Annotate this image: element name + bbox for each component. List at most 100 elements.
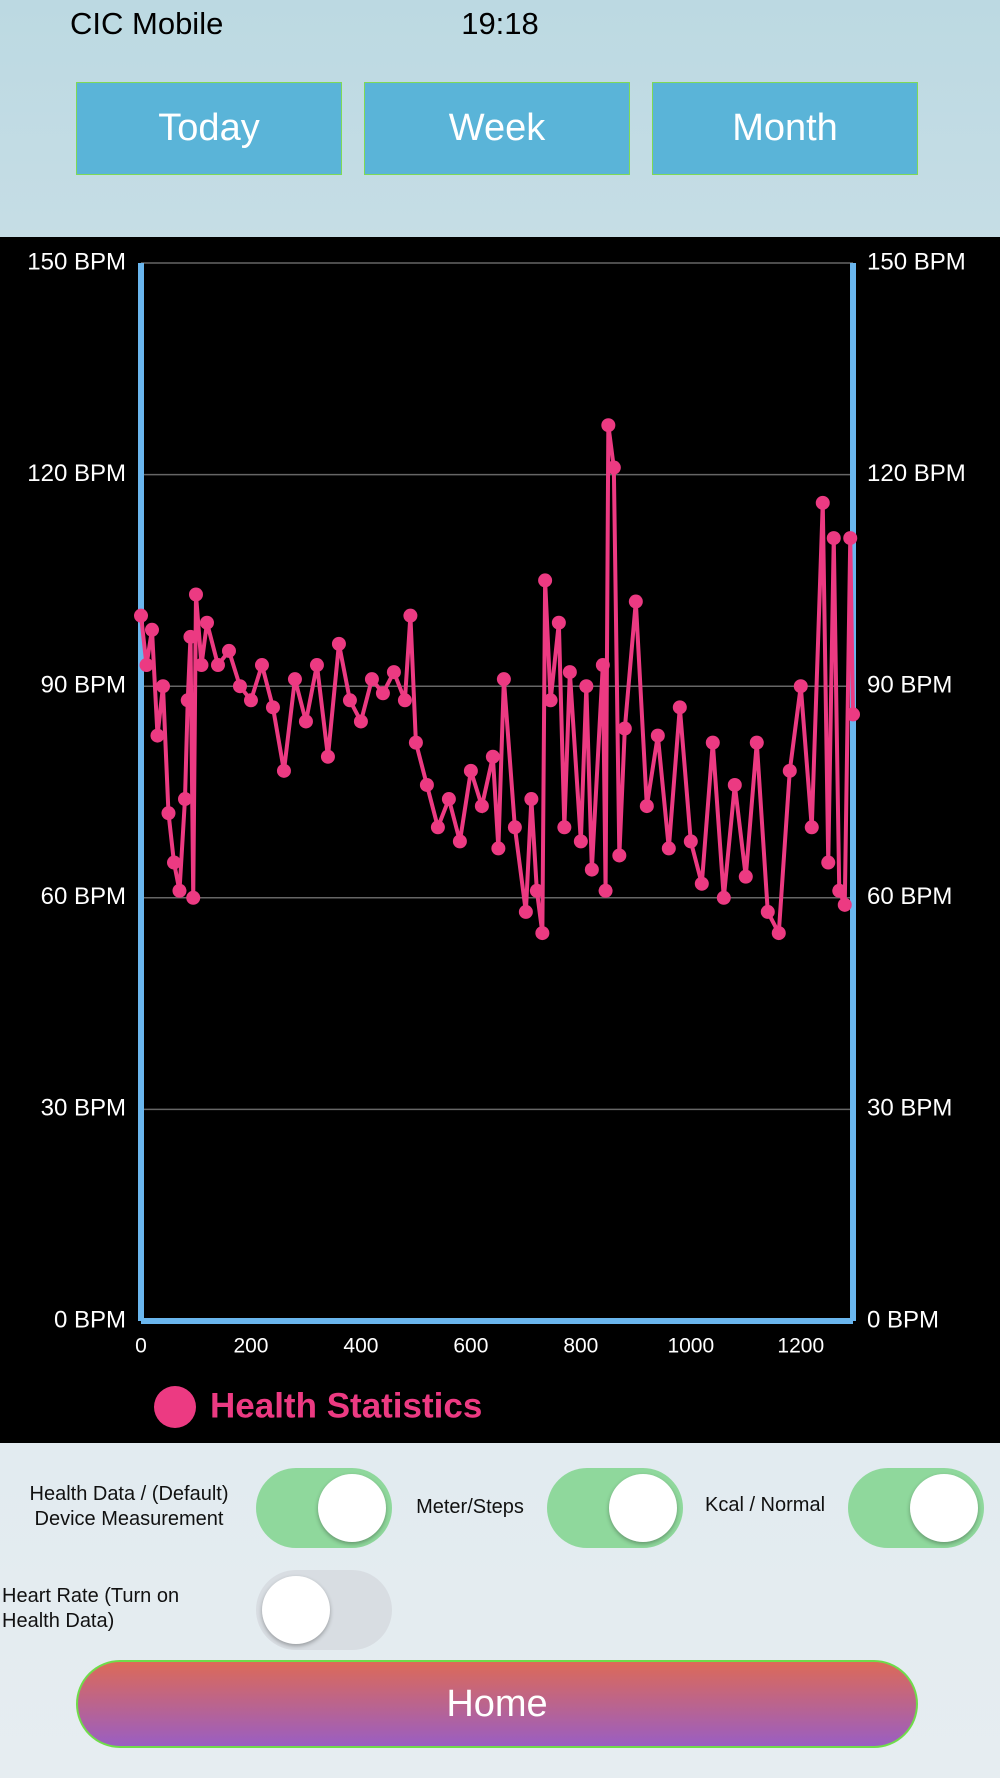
- legend-label: Health Statistics: [210, 1386, 482, 1425]
- data-point: [694, 876, 709, 891]
- data-point: [705, 735, 720, 750]
- data-point: [562, 665, 577, 680]
- data-point: [397, 693, 412, 708]
- data-point: [485, 749, 500, 764]
- data-point: [408, 735, 423, 750]
- data-point: [821, 855, 836, 870]
- data-point: [183, 629, 198, 644]
- data-point: [403, 608, 418, 623]
- data-point: [177, 792, 192, 807]
- data-point: [727, 777, 742, 792]
- data-point: [276, 763, 291, 778]
- data-point: [309, 658, 324, 673]
- data-point: [543, 693, 558, 708]
- data-point: [584, 862, 599, 877]
- data-point: [375, 686, 390, 701]
- toggle-switch[interactable]: [256, 1468, 392, 1548]
- tab-button[interactable]: Month: [652, 82, 918, 175]
- data-point: [557, 820, 572, 835]
- data-point: [551, 615, 566, 630]
- data-point: [524, 792, 539, 807]
- data-point: [353, 714, 368, 729]
- data-point: [650, 728, 665, 743]
- data-point: [139, 658, 154, 673]
- y-tick-label: 150 BPM: [27, 248, 126, 275]
- toggle-knob: [318, 1474, 386, 1542]
- data-point: [221, 643, 236, 658]
- data-point: [793, 679, 808, 694]
- data-point: [639, 799, 654, 814]
- data-point: [254, 658, 269, 673]
- setting-label: Heart Rate (Turn on Health Data): [2, 1585, 180, 1632]
- data-point: [186, 890, 201, 905]
- data-point: [595, 658, 610, 673]
- data-point: [150, 728, 165, 743]
- data-point: [298, 714, 313, 729]
- data-point: [210, 658, 225, 673]
- x-tick-label: 800: [563, 1335, 598, 1358]
- y2-tick-label: 30 BPM: [867, 1095, 952, 1122]
- data-point: [529, 883, 544, 898]
- data-point: [194, 658, 209, 673]
- y-tick-label: 120 BPM: [27, 460, 126, 487]
- tab-button[interactable]: Week: [364, 82, 630, 175]
- data-point: [172, 883, 187, 898]
- data-point: [804, 820, 819, 835]
- data-point: [672, 700, 687, 715]
- data-point: [419, 777, 434, 792]
- data-point: [826, 531, 841, 546]
- data-point: [601, 418, 616, 433]
- chart: 0 BPM 30 BPM 60 BPM 90 BPM 120 BPM 150 BPM 0 B…: [0, 237, 1000, 1443]
- data-point: [617, 721, 632, 736]
- data-point: [430, 820, 445, 835]
- toggle-knob: [262, 1576, 330, 1644]
- x-tick-label: 1200: [777, 1335, 824, 1358]
- x-tick-label: 200: [233, 1335, 268, 1358]
- x-tick-label: 600: [453, 1335, 488, 1358]
- data-point: [771, 926, 786, 941]
- data-point: [782, 763, 797, 778]
- data-point: [287, 672, 302, 687]
- data-point: [331, 636, 346, 651]
- toggle-switch[interactable]: [848, 1468, 984, 1548]
- setting-label: Kcal / Normal: [704, 1494, 826, 1516]
- y2-tick-label: 90 BPM: [867, 672, 952, 699]
- data-point: [463, 763, 478, 778]
- toggle-knob: [609, 1474, 677, 1542]
- data-point: [579, 679, 594, 694]
- data-point: [243, 693, 258, 708]
- data-point: [507, 820, 522, 835]
- data-point: [180, 693, 195, 708]
- data-point: [612, 848, 627, 863]
- data-point: [474, 799, 489, 814]
- data-point: [815, 495, 830, 510]
- y2-tick-label: 60 BPM: [867, 883, 952, 910]
- data-point: [496, 672, 511, 687]
- data-point: [144, 622, 159, 637]
- carrier: CIC Mobile: [70, 6, 224, 41]
- y-tick-label: 30 BPM: [41, 1095, 126, 1122]
- data-point: [441, 792, 456, 807]
- x-tick-label: 400: [343, 1335, 378, 1358]
- data-point: [749, 735, 764, 750]
- data-point: [342, 693, 357, 708]
- data-point: [573, 834, 588, 849]
- data-point: [320, 749, 335, 764]
- y2-tick-label: 150 BPM: [867, 248, 966, 275]
- data-point: [364, 672, 379, 687]
- data-point: [837, 897, 852, 912]
- toggle-switch[interactable]: [256, 1570, 392, 1650]
- x-tick-label: 0: [135, 1335, 147, 1358]
- legend-marker: [154, 1386, 196, 1428]
- data-point: [386, 665, 401, 680]
- data-point: [738, 869, 753, 884]
- home-button[interactable]: Home: [76, 1660, 918, 1748]
- y2-tick-label: 120 BPM: [867, 460, 966, 487]
- tab-button[interactable]: Today: [76, 82, 342, 175]
- data-point: [265, 700, 280, 715]
- toggle-switch[interactable]: [547, 1468, 683, 1548]
- y-tick-label: 90 BPM: [41, 672, 126, 699]
- data-point: [598, 883, 613, 898]
- data-point: [199, 615, 214, 630]
